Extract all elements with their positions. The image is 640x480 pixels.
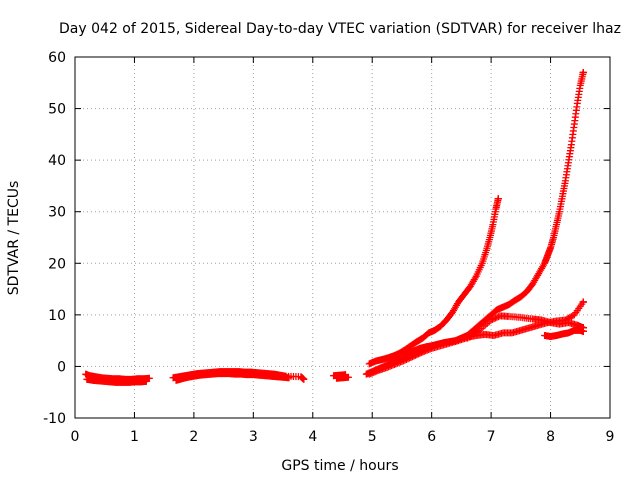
axis-ticks: [74, 56, 611, 419]
y-tick-label: 10: [48, 308, 66, 324]
grid: [75, 57, 610, 418]
data-point: [579, 68, 587, 76]
data-point: [579, 298, 587, 306]
data-points: [82, 68, 587, 386]
x-tick-label: 6: [427, 429, 436, 445]
x-tick-label: 5: [368, 429, 377, 445]
x-tick-label: 0: [71, 429, 80, 445]
y-tick-label: 30: [48, 205, 66, 221]
data-point: [494, 195, 502, 203]
x-tick-label: 3: [249, 429, 258, 445]
chart-title: Day 042 of 2015, Sidereal Day-to-day VTE…: [59, 21, 621, 37]
data-point: [142, 377, 150, 385]
y-tick-labels: -10 0 10 20 30 40 50 60: [43, 50, 66, 427]
y-tick-label: 60: [48, 50, 66, 66]
plot-frame: [74, 56, 611, 419]
x-axis-label: GPS time / hours: [281, 458, 398, 474]
y-tick-label: 20: [48, 256, 66, 272]
x-tick-label: 1: [130, 429, 139, 445]
data-point: [300, 375, 308, 383]
x-tick-label: 4: [308, 429, 317, 445]
x-tick-label: 7: [487, 429, 496, 445]
data-point: [344, 373, 352, 381]
x-tick-labels: 0 1 2 3 4 5 6 7 8 9: [71, 429, 615, 445]
data-point: [579, 327, 587, 335]
y-tick-label: -10: [43, 411, 66, 427]
x-tick-label: 8: [546, 429, 555, 445]
y-tick-label: 40: [48, 153, 66, 169]
x-tick-label: 9: [606, 429, 615, 445]
series-sdtvar-e: [541, 326, 587, 341]
data-point: [285, 374, 293, 382]
y-tick-label: 0: [57, 359, 66, 375]
x-tick-label: 2: [189, 429, 198, 445]
y-axis-label: SDTVAR / TECUs: [6, 181, 22, 296]
y-tick-label: 50: [48, 102, 66, 118]
